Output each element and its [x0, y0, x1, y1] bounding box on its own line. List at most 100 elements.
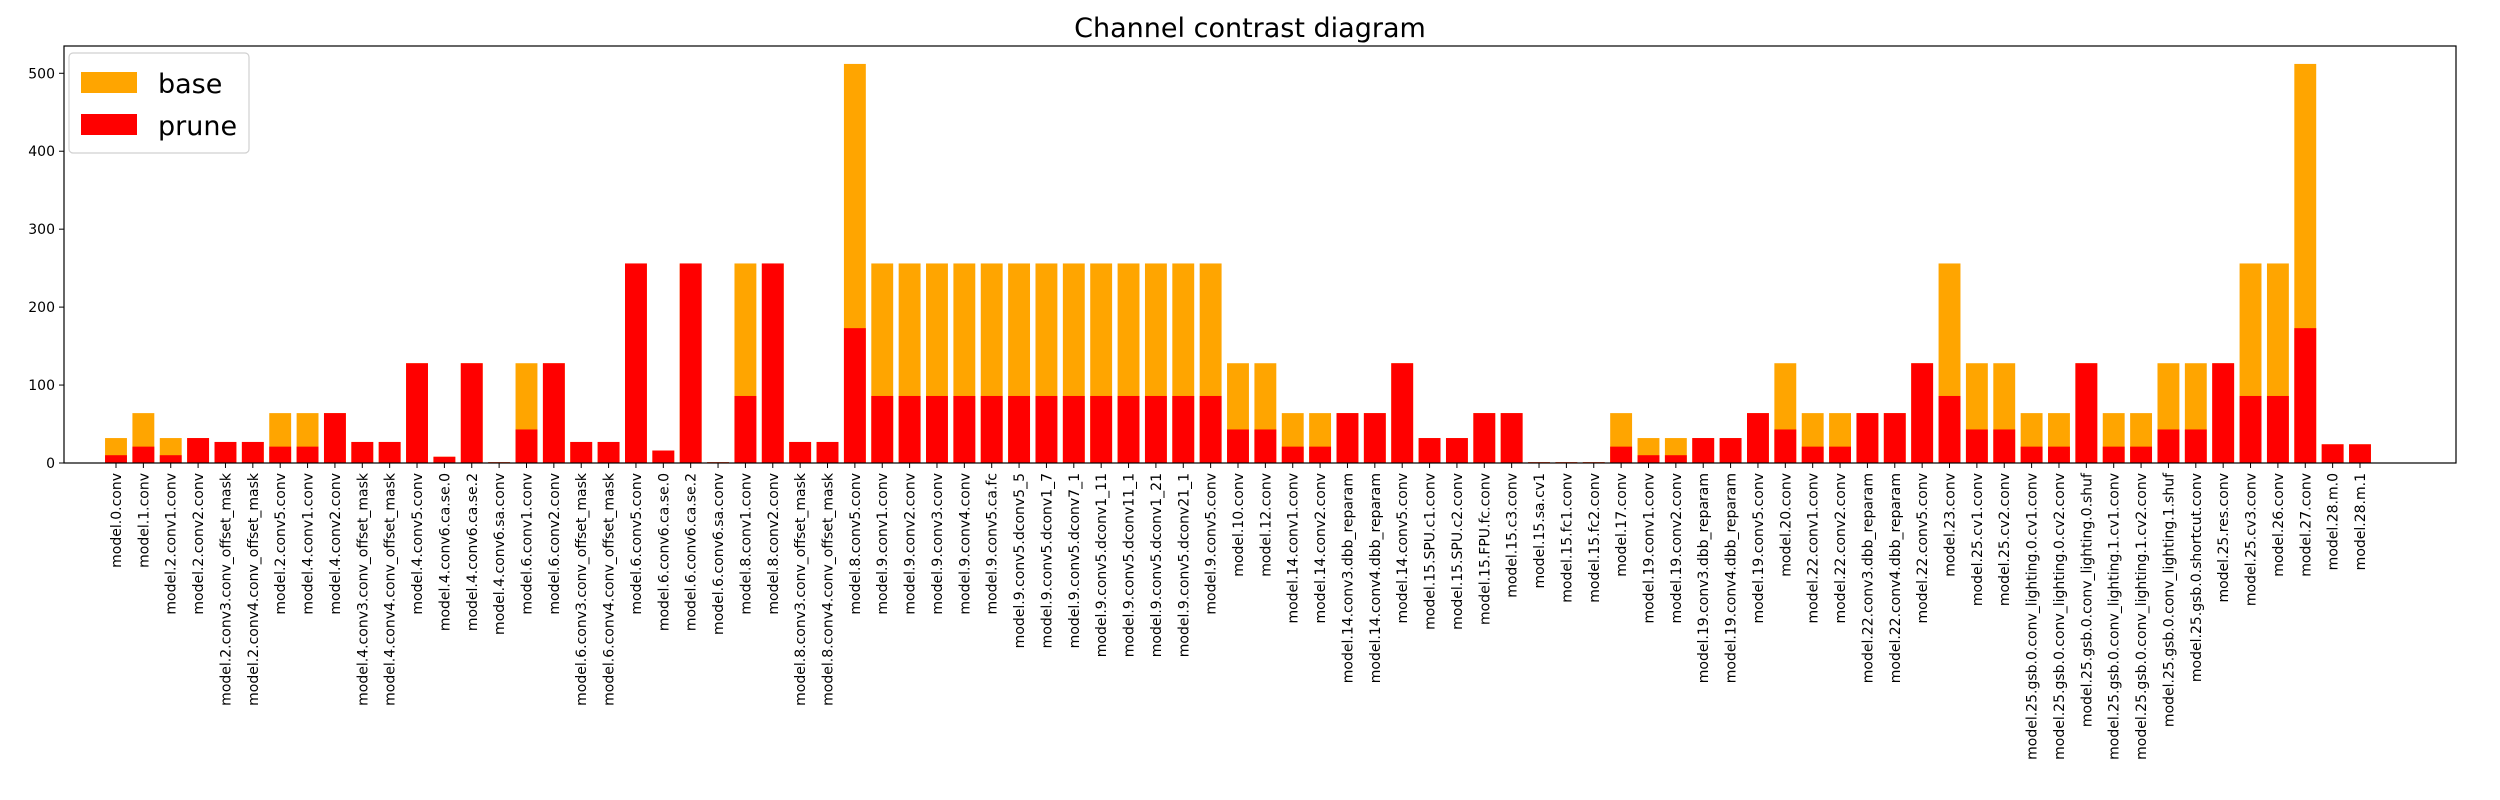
x-tick-label: model.6.conv6.ca.se.0 — [656, 473, 672, 631]
x-tick-label: model.4.conv6.ca.se.0 — [437, 473, 453, 631]
x-tick-label: model.8.conv3.conv_offset_mask — [793, 472, 809, 706]
x-tick-label: model.9.conv5.dconv1_21 — [1149, 473, 1165, 657]
x-tick-label: model.2.conv4.conv_offset_mask — [246, 472, 262, 706]
bar-prune-68 — [1965, 429, 1988, 463]
x-tick-label: model.9.conv5.dconv7_1 — [1067, 473, 1083, 648]
x-tick-label: model.6.conv6.sa.conv — [711, 473, 727, 635]
x-tick-label: model.19.conv1.conv — [1641, 473, 1657, 624]
x-tick-label: model.17.conv — [1614, 473, 1630, 577]
bar-prune-73 — [2102, 446, 2125, 463]
bar-prune-27 — [843, 328, 866, 463]
bar-prune-21 — [679, 263, 702, 463]
x-tick-label: model.6.conv6.ca.se.2 — [684, 473, 700, 631]
x-tick-label: model.8.conv2.conv — [766, 473, 782, 615]
bar-prune-77 — [2212, 363, 2235, 463]
bar-prune-24 — [761, 263, 784, 463]
bar-prune-31 — [953, 395, 976, 463]
x-tick-label: model.25.gsb.0.conv_lighting.0.cv1.conv — [2025, 473, 2041, 760]
bar-prune-18 — [597, 441, 620, 463]
bar-prune-70 — [2020, 446, 2043, 463]
bar-prune-50 — [1473, 413, 1496, 463]
x-tick-label: model.9.conv5.dconv5_5 — [1012, 473, 1028, 648]
x-tick-label: model.20.conv — [1778, 473, 1794, 577]
bar-prune-80 — [2294, 328, 2317, 463]
bar-prune-72 — [2075, 363, 2098, 463]
bar-prune-43 — [1281, 446, 1304, 463]
x-tick-label: model.6.conv2.conv — [547, 473, 563, 615]
bar-prune-58 — [1692, 438, 1715, 463]
bar-prune-48 — [1418, 438, 1441, 463]
x-tick-label: model.25.gsb.0.conv_lighting.1.cv2.conv — [2134, 473, 2150, 760]
chart-title: Channel contrast diagram — [1074, 13, 1426, 44]
y-tick-label: 400 — [28, 144, 55, 160]
bar-prune-32 — [980, 395, 1003, 463]
x-tick-label: model.14.conv3.dbb_reparam — [1340, 473, 1356, 683]
bar-prune-12 — [433, 456, 456, 463]
bar-prune-63 — [1829, 446, 1851, 463]
x-tick-label: model.4.conv6.ca.se.2 — [465, 473, 481, 631]
bar-prune-5 — [241, 441, 264, 463]
bar-prune-35 — [1062, 395, 1085, 463]
bar-prune-15 — [515, 429, 538, 463]
x-axis: model.0.conv model.1.conv model.2.conv1.co… — [109, 463, 2369, 760]
legend-label-base: base — [158, 69, 222, 100]
y-tick-label: 100 — [28, 378, 55, 394]
bar-prune-20 — [652, 450, 675, 463]
x-tick-label: model.27.conv — [2298, 473, 2314, 577]
bar-prune-11 — [406, 363, 428, 463]
x-tick-label: model.15.SPU.c1.conv — [1423, 473, 1439, 630]
y-tick-label: 500 — [28, 66, 55, 82]
bar-prune-76 — [2184, 429, 2207, 463]
x-tick-label: model.15.sa.cv1 — [1532, 473, 1548, 589]
bar-prune-3 — [187, 438, 210, 463]
x-tick-label: model.19.conv4.dbb_reparam — [1724, 473, 1740, 683]
x-tick-label: model.25.cv2.conv — [1997, 473, 2013, 606]
legend: base prune — [68, 52, 250, 154]
x-tick-label: model.2.conv5.conv — [273, 473, 289, 615]
x-tick-label: model.15.c3.conv — [1505, 473, 1521, 598]
x-tick-label: model.22.conv4.dbb_reparam — [1888, 473, 1904, 683]
bar-prune-2 — [159, 455, 182, 463]
x-tick-label: model.25.cv3.conv — [2244, 473, 2260, 606]
x-tick-label: model.10.conv — [1231, 473, 1247, 577]
x-tick-label: model.9.conv5.dconv1_7 — [1039, 473, 1055, 648]
bar-prune-74 — [2130, 446, 2153, 463]
x-tick-label: model.15.fc1.conv — [1559, 473, 1575, 603]
bar-prune-37 — [1117, 395, 1140, 463]
x-tick-label: model.22.conv1.conv — [1806, 473, 1822, 624]
x-tick-label: model.1.conv — [136, 473, 152, 568]
x-tick-label: model.22.conv5.conv — [1915, 473, 1931, 624]
x-tick-label: model.4.conv2.conv — [328, 473, 344, 615]
bar-prune-55 — [1610, 446, 1633, 463]
x-tick-label: model.12.conv — [1258, 473, 1274, 577]
bar-prune-8 — [323, 413, 346, 463]
bar-prune-23 — [734, 395, 757, 463]
x-tick-label: model.15.fc2.conv — [1587, 473, 1603, 603]
x-tick-label: model.19.conv3.dbb_reparam — [1696, 473, 1712, 683]
bar-prune-6 — [269, 446, 292, 463]
x-tick-label: model.22.conv2.conv — [1833, 473, 1849, 624]
bar-prune-60 — [1747, 413, 1769, 463]
x-tick-label: model.4.conv6.sa.conv — [492, 473, 508, 635]
x-tick-label: model.6.conv4.conv_offset_mask — [602, 472, 618, 706]
x-tick-label: model.22.conv3.dbb_reparam — [1860, 473, 1876, 683]
bar-prune-26 — [816, 441, 839, 463]
bar-prune-45 — [1336, 413, 1359, 463]
base-bars — [105, 63, 2371, 464]
x-tick-label: model.8.conv1.conv — [738, 473, 754, 615]
y-axis: 0 100 200 300 400 500 — [28, 66, 64, 472]
x-tick-label: model.19.conv2.conv — [1669, 473, 1685, 624]
bar-prune-29 — [898, 395, 921, 463]
bar-prune-46 — [1363, 413, 1386, 463]
x-tick-label: model.6.conv3.conv_offset_mask — [574, 472, 590, 706]
x-tick-label: model.6.conv5.conv — [629, 473, 645, 615]
bar-prune-44 — [1309, 446, 1332, 463]
x-tick-label: model.8.conv4.conv_offset_mask — [821, 472, 837, 706]
x-tick-label: model.14.conv1.conv — [1286, 473, 1302, 624]
bar-prune-30 — [926, 395, 948, 463]
bar-prune-13 — [460, 363, 483, 463]
bar-prune-71 — [2048, 446, 2070, 463]
x-tick-label: model.15.SPU.c2.conv — [1450, 473, 1466, 630]
x-tick-label: model.2.conv2.conv — [191, 473, 207, 615]
legend-swatch-base — [81, 72, 137, 93]
